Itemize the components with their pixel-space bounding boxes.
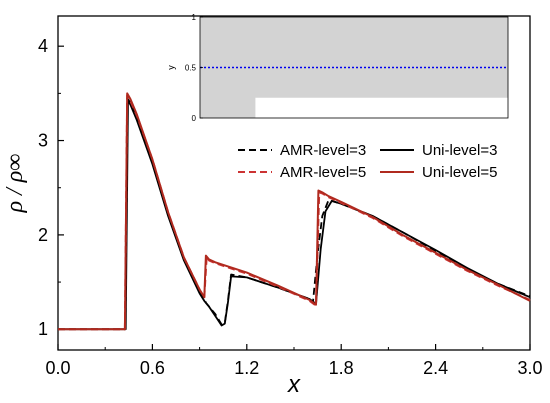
legend-label: AMR-level=5 <box>280 164 366 181</box>
inset-y-label: y <box>166 65 176 70</box>
y-axis-label: ρ / ρ∞ <box>2 154 28 214</box>
x-tick-label: 0.0 <box>45 358 70 378</box>
y-tick-label: 4 <box>38 36 48 56</box>
series-line-uni-level-5 <box>58 92 531 331</box>
legend: AMR-level=3 Uni-level=3 AMR-level=5 Uni-lev… <box>238 142 497 181</box>
series-line-uni-level-3 <box>58 100 531 331</box>
inset-y-tick-label: 1 <box>192 13 197 22</box>
x-tick-label: 1.8 <box>329 358 354 378</box>
series-layer <box>58 92 531 331</box>
y-tick-label: 2 <box>38 225 48 245</box>
inset-y-tick-label: 0.5 <box>185 64 197 73</box>
legend-label: AMR-level=3 <box>280 142 366 159</box>
legend-label: Uni-level=5 <box>422 164 497 181</box>
x-axis-label: x <box>287 371 301 398</box>
x-tick-label: 2.4 <box>423 358 448 378</box>
legend-label: Uni-level=3 <box>422 142 497 159</box>
x-tick-label: 3.0 <box>517 358 542 378</box>
inset-y-tick-label: 0 <box>192 114 197 123</box>
y-tick-label: 3 <box>38 131 48 151</box>
x-ticks: 0.0 0.6 1.2 1.8 2.4 3.0 <box>45 344 543 378</box>
inset-ticks: 00.51 <box>185 13 203 123</box>
inset-plot: 00.51 y <box>166 13 509 123</box>
y-ticks: 1 2 3 4 <box>38 36 64 339</box>
x-tick-label: 0.6 <box>140 358 165 378</box>
x-tick-label: 1.2 <box>234 358 259 378</box>
main-plot: 0.0 0.6 1.2 1.8 2.4 3.0 1 2 3 4 <box>38 15 543 378</box>
series-line-amr-level-5 <box>58 94 531 331</box>
y-tick-label: 1 <box>38 319 48 339</box>
